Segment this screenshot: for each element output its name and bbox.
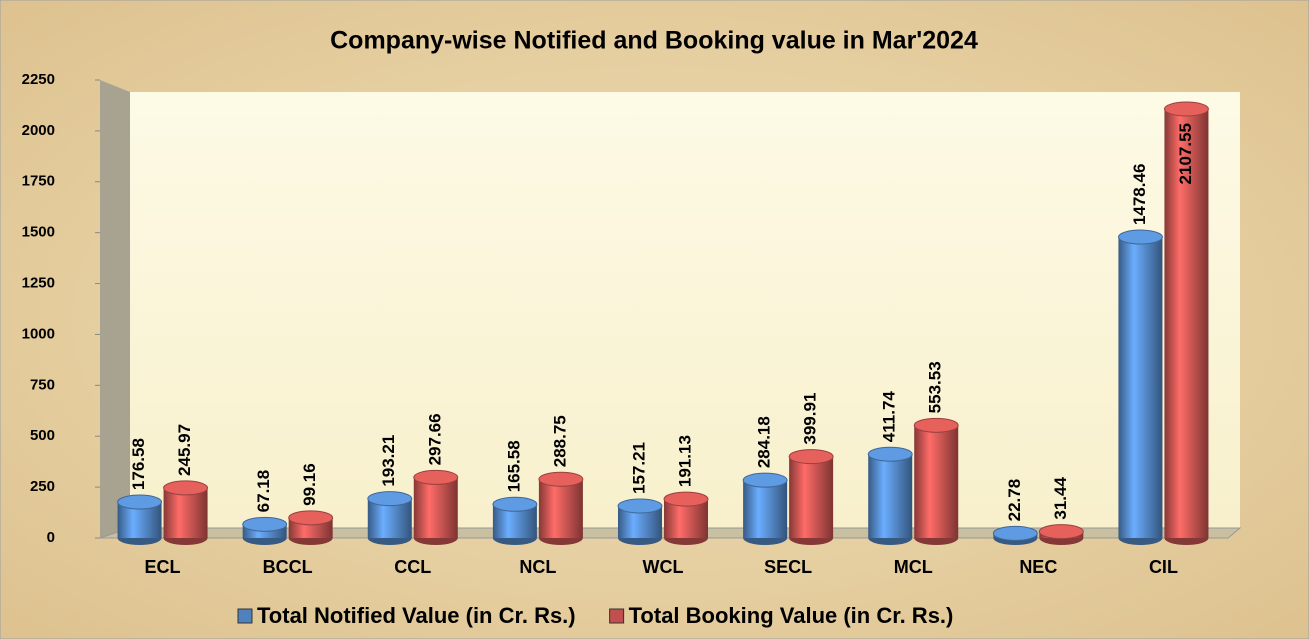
side-wall <box>100 80 130 538</box>
bar-top <box>742 472 788 488</box>
bar-top <box>117 494 163 510</box>
value-label: 399.91 <box>801 393 820 445</box>
value-label: 67.18 <box>254 470 273 513</box>
bar-top <box>1038 524 1084 540</box>
value-label: 297.66 <box>425 413 444 465</box>
x-tick-label: NCL <box>519 557 556 577</box>
bar-top <box>663 491 709 507</box>
value-label: 1478.46 <box>1130 164 1149 225</box>
bar-top <box>163 480 209 496</box>
bar-top <box>788 449 834 465</box>
value-label: 191.13 <box>675 435 694 487</box>
value-label: 99.16 <box>300 463 319 506</box>
value-label: 22.78 <box>1005 479 1024 522</box>
x-tick-label: ECL <box>145 557 181 577</box>
x-tick-label: CIL <box>1149 557 1178 577</box>
value-label: 245.97 <box>175 424 194 476</box>
bar-top <box>1117 229 1163 245</box>
legend-label: Total Booking Value (in Cr. Rs.) <box>629 603 954 628</box>
bar-top <box>913 417 959 433</box>
legend: Total Notified Value (in Cr. Rs.) Total B… <box>237 603 954 628</box>
x-tick-label: BCCL <box>263 557 313 577</box>
value-label: 2107.55 <box>1176 123 1195 184</box>
value-label: 193.21 <box>379 435 398 487</box>
x-tick-label: WCL <box>643 557 684 577</box>
y-tick-label: 0 <box>47 529 55 546</box>
bar-top <box>242 516 288 532</box>
value-label: 411.74 <box>880 391 899 443</box>
bar <box>1118 237 1163 538</box>
value-label: 31.44 <box>1051 477 1070 520</box>
y-tick-label: 1750 <box>22 173 55 190</box>
value-label: 165.58 <box>504 440 523 492</box>
x-tick-label: SECL <box>764 557 812 577</box>
bar <box>1164 108 1209 538</box>
bar <box>538 479 583 538</box>
bar <box>914 425 959 538</box>
legend-swatch <box>609 608 625 624</box>
bar-top <box>492 496 538 512</box>
back-wall <box>130 92 1240 528</box>
value-label: 284.18 <box>755 416 774 468</box>
bar-top <box>992 525 1038 541</box>
y-tick-label: 1250 <box>22 275 55 292</box>
y-tick-label: 250 <box>30 478 55 495</box>
bar-top <box>413 469 459 485</box>
x-tick-label: NEC <box>1019 557 1057 577</box>
y-tick-label: 1500 <box>22 224 55 241</box>
x-tick-label: CCL <box>394 557 431 577</box>
bar-top <box>538 471 584 487</box>
x-tick-label: MCL <box>894 557 933 577</box>
y-tick-label: 1000 <box>22 325 55 342</box>
y-tick-label: 2250 <box>22 71 55 88</box>
bar <box>789 456 834 538</box>
bar <box>413 477 458 538</box>
chart-title: Company-wise Notified and Booking value … <box>330 27 978 55</box>
bar-top <box>288 510 334 526</box>
bar-top <box>1163 101 1209 117</box>
bar-top <box>867 446 913 462</box>
value-label: 157.21 <box>629 442 648 494</box>
y-tick-label: 2000 <box>22 122 55 139</box>
legend-label: Total Notified Value (in Cr. Rs.) <box>257 603 576 628</box>
bar-top <box>617 498 663 514</box>
value-label: 553.53 <box>926 361 945 413</box>
bar <box>743 480 788 538</box>
legend-swatch <box>237 608 253 624</box>
value-label: 288.75 <box>550 415 569 467</box>
y-tick-label: 500 <box>30 427 55 444</box>
bar-top <box>367 491 413 507</box>
bar <box>868 454 913 538</box>
value-label: 176.58 <box>129 438 148 490</box>
bar <box>163 487 208 538</box>
y-tick-label: 750 <box>30 376 55 393</box>
